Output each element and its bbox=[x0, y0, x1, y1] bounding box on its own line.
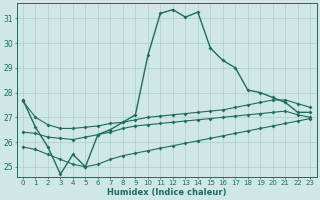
X-axis label: Humidex (Indice chaleur): Humidex (Indice chaleur) bbox=[107, 188, 226, 197]
